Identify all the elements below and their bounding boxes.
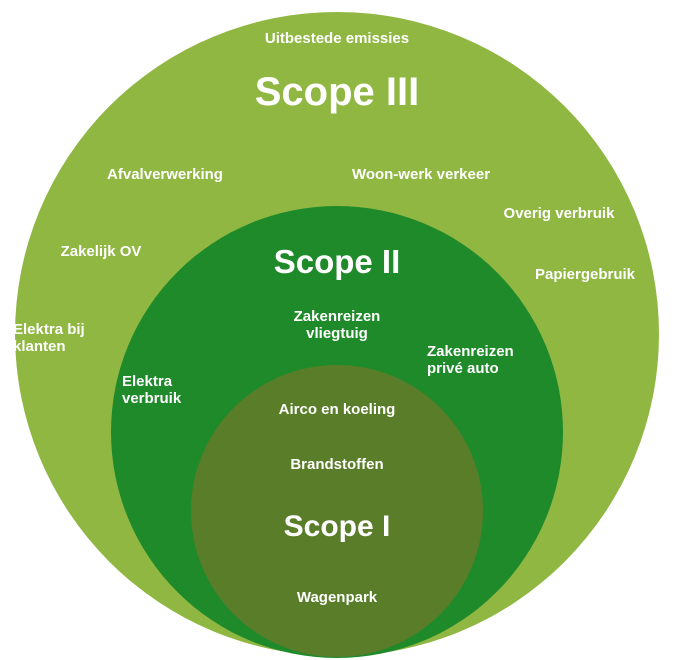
scope2-label: Elektraverbruik bbox=[122, 373, 242, 408]
scope2-label: Zakenreizenvliegtuig bbox=[257, 308, 417, 343]
scope3-title: Scope III bbox=[255, 69, 420, 115]
scope3-label: Elektra bijklanten bbox=[13, 321, 133, 356]
scope3-label: Papiergebruik bbox=[535, 266, 635, 283]
scope2-label: Zakenreizenprivé auto bbox=[427, 343, 577, 378]
scope3-label: Overig verbruik bbox=[504, 205, 615, 222]
scope3-label: Uitbestede emissies bbox=[265, 30, 409, 47]
scope3-label: Afvalverwerking bbox=[107, 166, 223, 183]
diagram-stage: Scope III Scope II Scope I Uitbestede em… bbox=[0, 0, 674, 660]
scope3-label: Zakelijk OV bbox=[61, 243, 142, 260]
scope3-label: Woon-werk verkeer bbox=[352, 166, 490, 183]
scope1-label: Brandstoffen bbox=[290, 456, 383, 473]
scope1-label: Airco en koeling bbox=[279, 401, 396, 418]
scope1-label: Wagenpark bbox=[297, 589, 377, 606]
scope2-title: Scope II bbox=[274, 243, 401, 281]
scope1-title: Scope I bbox=[284, 510, 391, 545]
